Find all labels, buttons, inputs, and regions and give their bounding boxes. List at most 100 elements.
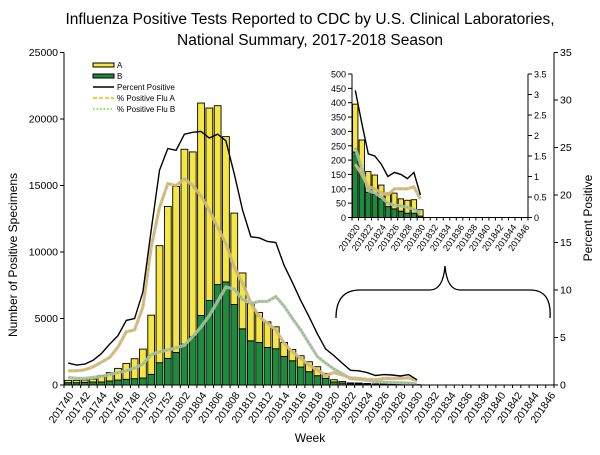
- inset-bar-b-201820: [353, 152, 358, 217]
- inset-y-tick-label: 350: [331, 113, 346, 123]
- inset-y-tick-label: 450: [331, 84, 346, 94]
- bar-a-201821: [339, 381, 346, 383]
- bar-b-201749: [139, 378, 146, 385]
- inset-brace: [336, 266, 550, 318]
- inset-y-tick-label: 250: [331, 141, 346, 151]
- y2-axis-label: Percent Positive: [581, 174, 595, 261]
- bar-b-201819: [322, 378, 329, 385]
- y2-tick-label: 20: [560, 190, 572, 202]
- bar-a-201750: [148, 315, 155, 374]
- bar-a-201820: [331, 380, 338, 382]
- y-axis-label: Number of Positive Specimens: [6, 173, 20, 337]
- bar-b-201750: [148, 374, 155, 385]
- legend: AB Percent Positive % Positive Flu A % Posi…: [93, 61, 175, 114]
- bar-b-201815: [289, 361, 296, 385]
- y2-tick-label: 10: [560, 285, 572, 297]
- bar-a-201826: [380, 384, 387, 385]
- bar-a-201741: [73, 380, 80, 382]
- title-line-2: National Summary, 2017-2018 Season: [177, 32, 443, 49]
- inset-y-tick-label: 0: [341, 213, 346, 223]
- inset-y2-tick-label: 0: [534, 213, 539, 223]
- bar-b-201748: [131, 379, 138, 385]
- inset-bar-b-201825: [385, 207, 390, 218]
- bar-a-201804: [198, 103, 205, 315]
- bar-b-201814: [281, 356, 288, 385]
- y2-tick-label: 35: [560, 47, 572, 59]
- bar-b-201807: [223, 282, 230, 385]
- bar-a-201823: [355, 383, 362, 384]
- inset-y2-tick-label: 1: [534, 172, 539, 182]
- y-tick-label: 25000: [29, 47, 58, 59]
- bar-a-201751: [156, 246, 163, 363]
- bar-b-201811: [256, 342, 263, 385]
- bar-a-201740: [65, 380, 72, 382]
- bar-a-201806: [214, 106, 221, 285]
- inset-y-tick-label: 50: [336, 199, 346, 209]
- inset-y-tick-label: 500: [331, 70, 346, 80]
- inset-y2-tick-label: 0.5: [534, 193, 547, 203]
- bar-a-201825: [372, 384, 379, 385]
- bar-a-201824: [364, 383, 371, 384]
- y-tick-label: 5000: [35, 313, 59, 325]
- y-tick-label: 15000: [29, 180, 58, 192]
- legend-swatch-b: [93, 74, 114, 78]
- legend-label: % Positive Flu A: [117, 94, 175, 103]
- inset-y-tick-label: 100: [331, 184, 346, 194]
- bar-a-201742: [81, 380, 88, 382]
- bar-a-201803: [189, 152, 196, 337]
- bar-a-201743: [90, 379, 97, 382]
- inset-bar-b-201822: [366, 192, 371, 217]
- inset-y-tick-label: 400: [331, 98, 346, 108]
- inset-bar-b-201823: [372, 195, 377, 218]
- inset-bar-b-201828: [405, 213, 410, 217]
- inset-line-pct-flu-a: [355, 164, 420, 199]
- inset-bar-b-201824: [379, 199, 384, 218]
- y-tick-label: 20000: [29, 114, 58, 126]
- bar-a-201801: [173, 186, 180, 352]
- bar-b-201802: [181, 344, 188, 385]
- inset-chart: 0 50 100 150 200 250 300 350 400 450 500 0 0.5 1 1.5 2 2…: [331, 70, 547, 253]
- inset-bar-a-201820: [353, 104, 358, 152]
- bar-b-201746: [115, 380, 122, 385]
- bar-a-201822: [347, 383, 354, 384]
- bar-b-201745: [106, 381, 113, 385]
- chart-title: Influenza Positive Tests Reported to CDC…: [65, 11, 554, 49]
- inset-y2-tick-label: 3.5: [534, 70, 547, 80]
- inset-bar-b-201826: [392, 209, 397, 218]
- inset-y2-tick-label: 3: [534, 90, 539, 100]
- y2-tick-label: 15: [560, 237, 572, 249]
- inset-y2-tick-label: 1.5: [534, 152, 547, 162]
- inset-bar-b-201827: [398, 211, 403, 217]
- bar-b-201808: [231, 305, 238, 385]
- y2-tick-label: 0: [560, 380, 566, 392]
- inset-y2-tick-label: 2.5: [534, 111, 547, 121]
- y-tick-label: 0: [52, 380, 58, 392]
- y-tick-label: 10000: [29, 247, 58, 259]
- legend-label: A: [117, 61, 123, 70]
- legend-label: Percent Positive: [117, 83, 175, 92]
- legend-label: B: [117, 72, 122, 81]
- bar-b-201809: [239, 329, 246, 385]
- bar-b-201747: [123, 379, 130, 385]
- bar-a-201752: [164, 206, 171, 358]
- bar-b-201752: [164, 358, 171, 385]
- bar-b-201810: [247, 341, 254, 385]
- x-axis-label: Week: [295, 431, 326, 445]
- inset-y-tick-label: 300: [331, 127, 346, 137]
- bar-a-201807: [223, 137, 230, 282]
- title-line-1: Influenza Positive Tests Reported to CDC…: [65, 11, 554, 28]
- legend-label: % Positive Flu B: [117, 105, 175, 114]
- legend-swatch-a: [93, 63, 114, 67]
- bar-b-201812: [264, 347, 271, 385]
- y2-tick-label: 5: [560, 332, 566, 344]
- bar-b-201817: [306, 372, 313, 385]
- bar-b-201813: [272, 349, 279, 385]
- inset-y2-tick-label: 2: [534, 131, 539, 141]
- bar-b-201801: [173, 352, 180, 385]
- bar-b-201816: [297, 367, 304, 385]
- bar-b-201803: [189, 337, 196, 385]
- inset-y-tick-label: 200: [331, 156, 346, 166]
- y2-tick-label: 25: [560, 142, 572, 154]
- inset-y-tick-label: 150: [331, 170, 346, 180]
